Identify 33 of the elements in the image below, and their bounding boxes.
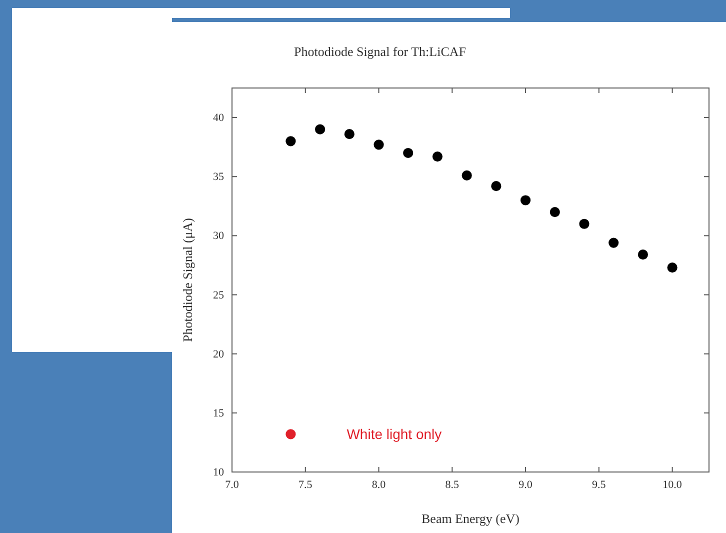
point [520, 195, 531, 206]
point [374, 140, 384, 150]
point [608, 238, 619, 248]
y-tick-label: 30 [213, 230, 224, 242]
x-tick-label: 7.0 [225, 478, 240, 491]
x-tick-label: 10.0 [662, 478, 682, 491]
point [550, 207, 560, 218]
point [638, 250, 648, 260]
x-tick-label: 8.0 [372, 478, 386, 491]
y-tick-label: 15 [213, 407, 224, 420]
point [462, 170, 472, 180]
x-tick-label: 9.0 [518, 478, 533, 491]
chart-title: Photodiode Signal for Th:LiCAF [294, 44, 466, 59]
y-axis-title: Photodiode Signal (μA) [180, 218, 195, 342]
point [667, 262, 678, 273]
y-tick-label: 25 [213, 289, 224, 302]
point [315, 124, 326, 134]
y-tick-label: 20 [213, 348, 224, 360]
point [286, 136, 296, 146]
point [286, 429, 296, 440]
point [432, 151, 443, 162]
point [579, 218, 590, 229]
x-axis-title: Beam Energy (eV) [422, 511, 520, 526]
text: White light only [346, 426, 442, 442]
y-tick-label: 10 [213, 466, 224, 479]
point [403, 148, 414, 158]
x-tick-label: 9.5 [592, 478, 606, 491]
point [344, 129, 354, 140]
y-tick-label: 40 [213, 112, 224, 124]
x-tick-label: 7.5 [298, 478, 313, 491]
y-tick-label: 35 [213, 171, 224, 184]
point [491, 181, 502, 192]
x-tick-label: 8.5 [445, 478, 460, 491]
